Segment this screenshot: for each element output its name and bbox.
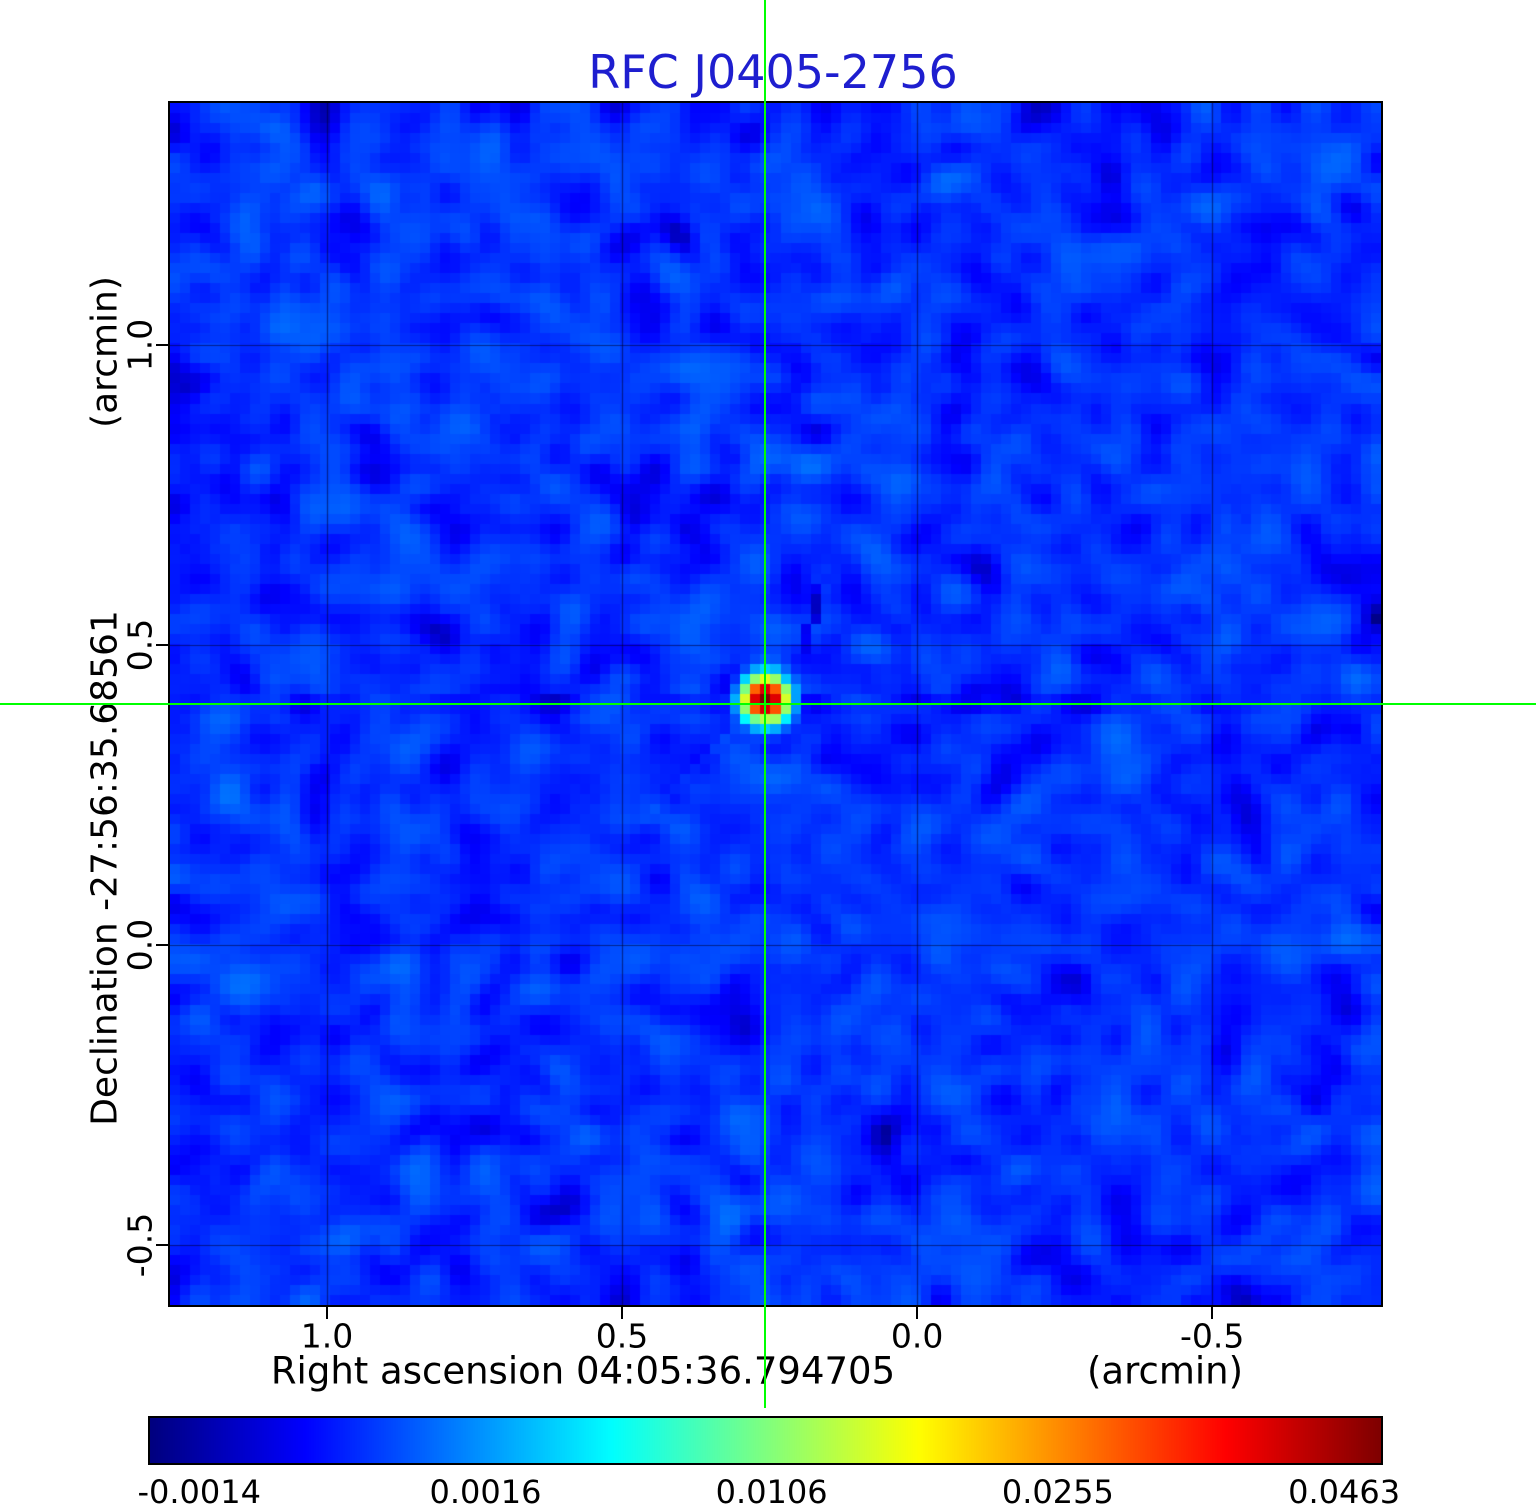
axis-tick-mark: [156, 1243, 168, 1246]
colorbar-canvas: [150, 1418, 1381, 1463]
x-axis-label: Right ascension 04:05:36.794705: [270, 1349, 896, 1393]
x-axis-unit-label: (arcmin): [1086, 1349, 1244, 1393]
x-tick-label: -0.5: [1180, 1316, 1245, 1356]
axis-tick-mark: [916, 1307, 919, 1319]
x-tick-label: 0.5: [595, 1316, 649, 1356]
axis-tick-mark: [156, 343, 168, 346]
colorbar-tick-label: 0.0016: [429, 1473, 542, 1511]
sky-map-canvas: [170, 103, 1381, 1305]
colorbar-tick-label: 0.0463: [1288, 1473, 1401, 1511]
plot-title: RFC J0405-2756: [588, 45, 958, 99]
x-tick-label: 0.0: [890, 1316, 944, 1356]
colorbar-tick-label: -0.0014: [137, 1473, 261, 1511]
axis-tick-mark: [156, 943, 168, 946]
colorbar-tick-label: 0.0255: [1001, 1473, 1114, 1511]
axis-tick-mark: [621, 1307, 624, 1319]
x-tick-label: 1.0: [300, 1316, 354, 1356]
axis-tick-mark: [1211, 1307, 1214, 1319]
colorbar-tick-label: 0.0106: [715, 1473, 828, 1511]
axis-tick-mark: [156, 643, 168, 646]
axis-tick-mark: [325, 1307, 328, 1319]
